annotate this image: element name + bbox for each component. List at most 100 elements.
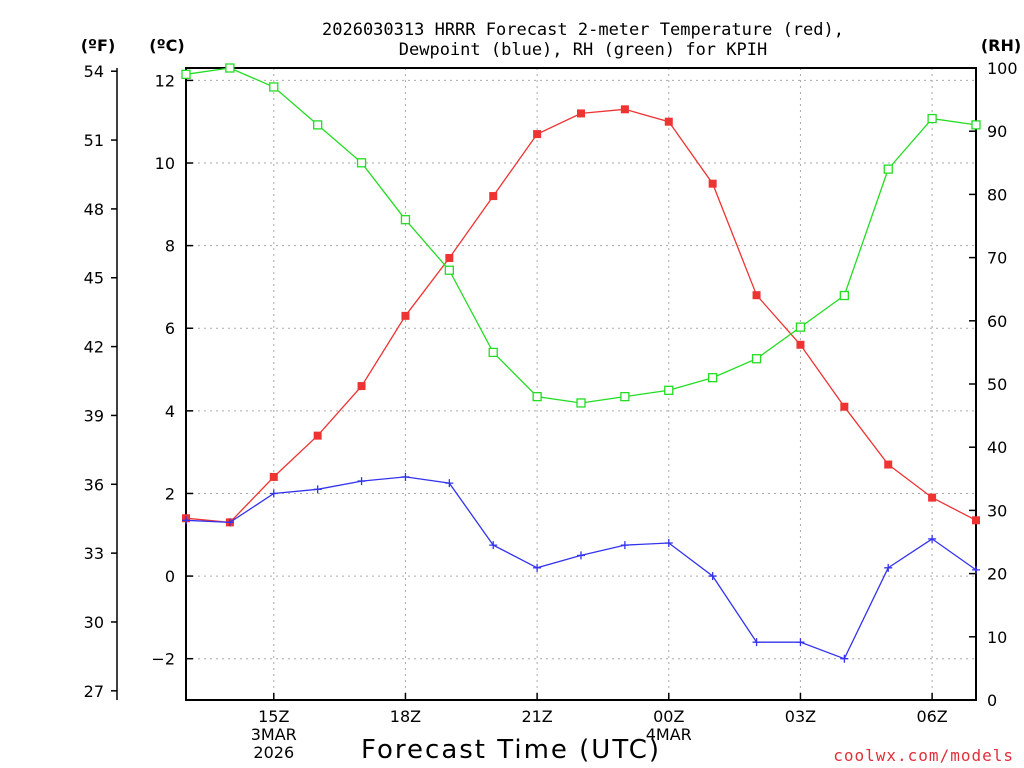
dewpoint-point: [357, 477, 366, 486]
temperature-point: [445, 254, 454, 263]
temperature-point: [884, 460, 893, 469]
dewpoint-point: [225, 518, 234, 527]
rh-tick-label: 80: [987, 185, 1007, 204]
time-tick-label: 00Z: [653, 707, 684, 726]
fahrenheit-axis-unit: (ºF): [81, 36, 116, 55]
rh-tick-label: 50: [987, 375, 1007, 394]
dewpoint-point: [620, 541, 629, 550]
fahrenheit-tick-label: 54: [84, 62, 104, 81]
temperature-point: [796, 340, 805, 349]
rh-point: [883, 164, 893, 174]
chart-title-line2: Dewpoint (blue), RH (green) for KPIH: [399, 40, 767, 60]
temperature-point: [533, 130, 542, 139]
rh-point: [488, 347, 498, 358]
rh-axis: 0 10 20 30 40 50 60 70 80 90 100: [969, 59, 1018, 710]
temperature-point: [928, 493, 937, 502]
rh-point: [269, 82, 279, 92]
time-tick-label: 21Z: [521, 707, 552, 726]
rh-tick-label: 70: [987, 249, 1007, 268]
dewpoint-point: [752, 638, 761, 647]
fahrenheit-tick-label: 33: [84, 544, 104, 563]
dewpoint-point: [928, 534, 937, 543]
time-tick-label: 18Z: [390, 707, 421, 726]
temperature-point: [401, 311, 410, 320]
dewpoint-point: [884, 563, 893, 572]
dewpoint-point: [401, 472, 410, 481]
dewpoint-point: [445, 479, 454, 488]
dewpoint-point: [840, 654, 849, 663]
rh-tick-label: 60: [987, 312, 1007, 331]
rh-point: [532, 391, 542, 402]
celsius-tick-label: 4: [165, 402, 175, 421]
temperature-point: [489, 192, 498, 201]
dewpoint-point: [533, 563, 542, 572]
temperature-point: [840, 402, 849, 411]
series-layer: [181, 63, 981, 663]
temperature-point: [664, 117, 673, 126]
temperature-point: [269, 472, 278, 481]
celsius-tick-label: 12: [155, 71, 175, 90]
celsius-axis-unit: (ºC): [149, 36, 184, 55]
dewpoint-point: [796, 638, 805, 647]
celsius-tick-label: 0: [165, 567, 175, 586]
rh-point: [400, 215, 411, 225]
fahrenheit-tick-label: 36: [84, 475, 104, 494]
rh-point: [181, 69, 191, 79]
rh-point: [795, 322, 806, 332]
temperature-point: [577, 109, 585, 118]
celsius-tick-label: 8: [165, 237, 175, 256]
time-tick-label: 03Z: [785, 707, 816, 726]
dewpoint-point: [577, 551, 585, 560]
rh-tick-label: 0: [987, 691, 997, 710]
rh-tick-label: 30: [987, 501, 1007, 520]
rh-point: [620, 391, 630, 402]
time-tick-label: 06Z: [916, 707, 947, 726]
celsius-axis: −2 0 2 4 6 8 10 12: [151, 71, 193, 669]
temperature-point: [752, 291, 761, 300]
temperature-series: [182, 105, 980, 527]
rh-point: [971, 120, 981, 130]
dewpoint-point: [664, 539, 673, 548]
dewpoint-point: [489, 541, 498, 550]
rh-tick-label: 100: [987, 59, 1018, 78]
temperature-point: [620, 105, 629, 114]
rh-point: [839, 290, 849, 301]
rh-point: [751, 354, 762, 364]
rh-point: [664, 385, 674, 395]
dewpoint-point: [182, 516, 190, 525]
rh-point: [225, 63, 235, 73]
rh-point: [444, 265, 454, 275]
rh-tick-label: 20: [987, 565, 1007, 584]
dewpoint-point: [269, 489, 278, 498]
fahrenheit-tick-label: 27: [84, 682, 104, 701]
temperature-point: [972, 516, 980, 525]
fahrenheit-tick-label: 30: [84, 613, 104, 632]
x-axis-title: Forecast Time (UTC): [361, 735, 661, 765]
dewpoint-series: [182, 472, 980, 663]
fahrenheit-axis: 27 30 33 36 39 42 45 48 51 54: [84, 62, 117, 701]
rh-point: [708, 373, 718, 383]
rh-point: [927, 113, 937, 124]
rh-point: [313, 120, 323, 130]
time-tick-date-label: 4MAR: [646, 725, 692, 744]
fahrenheit-tick-label: 45: [84, 269, 104, 288]
dewpoint-point: [313, 485, 322, 494]
rh-series: [181, 63, 981, 408]
rh-point: [356, 158, 367, 168]
credit-text: coolwx.com/models: [833, 746, 1014, 765]
rh-tick-label: 40: [987, 438, 1007, 457]
temperature-point: [708, 179, 717, 188]
temperature-point: [357, 382, 366, 391]
temperature-point: [313, 431, 322, 440]
fahrenheit-tick-label: 42: [84, 338, 104, 357]
time-tick-label: 15Z: [258, 707, 289, 726]
celsius-tick-label: 2: [165, 484, 175, 503]
fahrenheit-tick-label: 39: [84, 406, 104, 425]
celsius-tick-label: −2: [151, 650, 175, 669]
dewpoint-point: [708, 572, 717, 581]
rh-point: [576, 398, 586, 408]
dewpoint-point: [972, 565, 980, 574]
fahrenheit-tick-label: 48: [84, 200, 104, 219]
fahrenheit-tick-label: 51: [84, 131, 104, 150]
